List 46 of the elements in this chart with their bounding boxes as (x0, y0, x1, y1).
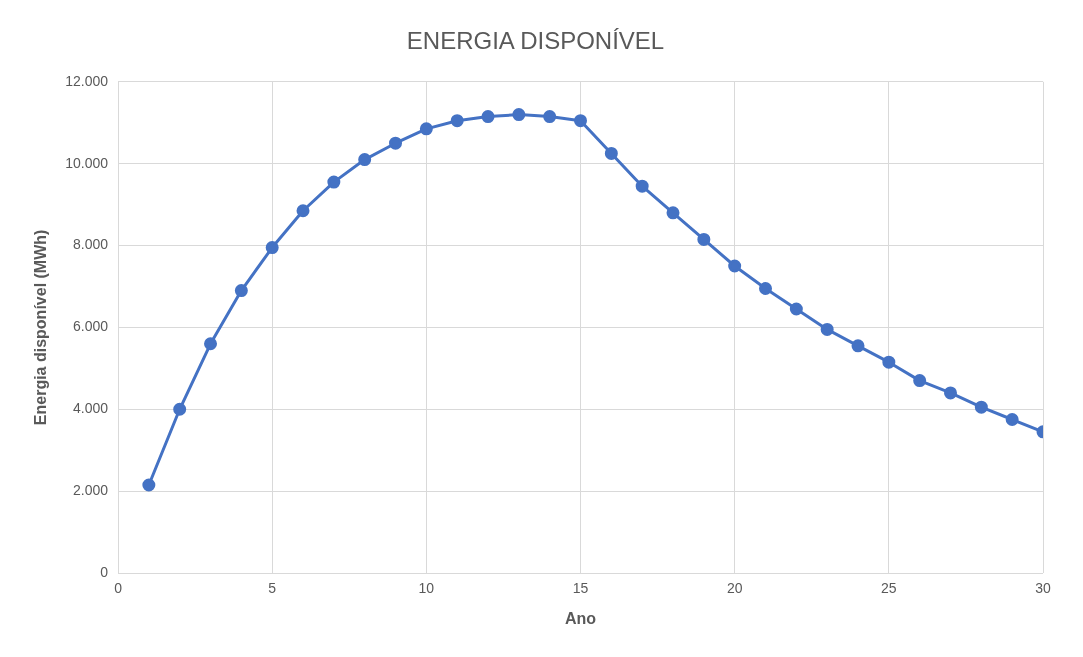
y-tick-label: 8.000 (72, 236, 109, 253)
point (327, 175, 341, 189)
y-tick-label: 10.000 (65, 154, 109, 171)
y-tick-label: 2.000 (72, 481, 109, 498)
point (820, 322, 834, 336)
y-tick-label: 12.000 (65, 72, 109, 89)
point (944, 386, 957, 400)
y-tick-label: 0 (100, 563, 109, 580)
point (543, 110, 557, 124)
x-tick-label: 0 (114, 580, 123, 597)
point (789, 302, 803, 316)
point (604, 146, 618, 160)
x-tick-label: 20 (726, 580, 743, 597)
point (851, 339, 865, 353)
point (265, 241, 279, 255)
point (173, 402, 187, 416)
point (204, 337, 218, 351)
y-axis-title: Energia disponível (MWh) (32, 229, 50, 426)
y-tick-label: 6.000 (72, 318, 109, 335)
point (759, 282, 773, 296)
point (481, 110, 495, 124)
point (728, 259, 742, 273)
point (234, 284, 248, 298)
point (635, 179, 649, 193)
x-tick-label: 15 (572, 580, 589, 597)
point (697, 232, 711, 246)
point (574, 114, 588, 128)
point (913, 374, 927, 388)
point (512, 108, 526, 122)
x-tick-label: 10 (418, 580, 435, 597)
point (882, 355, 896, 369)
y-tick-label: 4.000 (72, 400, 109, 417)
point (974, 400, 988, 414)
point (1005, 413, 1019, 426)
point (666, 206, 680, 220)
point (419, 122, 433, 136)
x-tick-label: 30 (1035, 580, 1051, 597)
x-axis-title: Ano (564, 609, 597, 627)
point (296, 204, 310, 218)
point (450, 114, 464, 128)
point (389, 136, 403, 150)
point (358, 153, 372, 167)
chart-title: ENERGIA DISPONÍVEL (406, 27, 665, 55)
x-tick-label: 25 (881, 580, 897, 597)
x-tick-label: 5 (268, 580, 277, 597)
point (142, 478, 156, 492)
